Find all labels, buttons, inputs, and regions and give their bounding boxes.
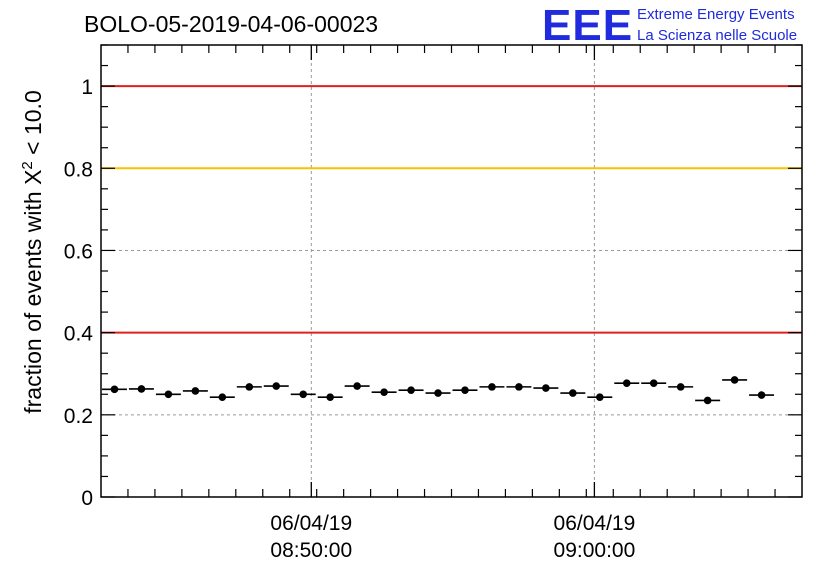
data-point bbox=[245, 383, 254, 391]
axes: 0 0.2 0.4 0.6 0.8 1 06/04/19 08:50:00 06/04/19 09… bbox=[64, 44, 803, 562]
data-point bbox=[164, 390, 173, 399]
data-point bbox=[434, 389, 442, 397]
data-point bbox=[110, 385, 119, 394]
data-point bbox=[703, 396, 712, 405]
data-point bbox=[191, 387, 200, 395]
plot-frame bbox=[100, 44, 803, 498]
data-point bbox=[353, 382, 361, 390]
grid bbox=[101, 45, 802, 497]
y-tick-label: 0.2 bbox=[64, 405, 93, 428]
x-tick-label-date: 06/04/19 bbox=[270, 512, 352, 535]
data-point bbox=[569, 389, 577, 397]
data-point bbox=[542, 384, 550, 392]
chart-title: BOLO-05-2019-04-06-00023 bbox=[84, 11, 378, 37]
y-axis-label-prefix: fraction of events with X bbox=[20, 170, 46, 414]
y-tick-label: 0.4 bbox=[64, 323, 94, 346]
x-tick-label-date: 06/04/19 bbox=[554, 512, 636, 535]
y-tick-label: 0 bbox=[81, 487, 93, 510]
data-point bbox=[272, 382, 281, 390]
data-point bbox=[407, 386, 415, 394]
reference-lines bbox=[101, 85, 802, 334]
x-tick-label-time: 08:50:00 bbox=[270, 539, 352, 562]
y-axis-label-sup: 2 bbox=[19, 161, 36, 169]
data-point bbox=[649, 379, 658, 387]
logo-line-1: Extreme Energy Events bbox=[637, 6, 795, 23]
y-tick-label: 0.6 bbox=[64, 240, 93, 263]
data-point bbox=[488, 383, 496, 391]
data-point bbox=[461, 386, 469, 394]
data-point bbox=[137, 385, 146, 393]
data-point bbox=[730, 376, 739, 384]
y-tick-label: 1 bbox=[81, 76, 93, 99]
y-axis-label: fraction of events with X2 < 10.0 bbox=[19, 90, 46, 414]
data-point bbox=[622, 379, 631, 387]
eee-logo: EEE Extreme Energy Events La Scienza nel… bbox=[542, 1, 797, 50]
data-point bbox=[299, 390, 308, 399]
data-point bbox=[380, 388, 388, 397]
data-point bbox=[676, 383, 685, 391]
data-point bbox=[595, 393, 604, 401]
data-point bbox=[326, 393, 334, 401]
x-tick-label-time: 09:00:00 bbox=[554, 539, 636, 562]
y-axis-label-suffix: < 10.0 bbox=[20, 90, 46, 161]
data-point bbox=[757, 391, 766, 399]
data-point bbox=[515, 383, 523, 391]
logo-line-2: La Scienza nelle Scuole bbox=[637, 27, 797, 44]
logo-letters: EEE bbox=[542, 1, 633, 50]
data-series bbox=[102, 376, 775, 405]
y-tick-label: 0.8 bbox=[64, 158, 93, 181]
data-point bbox=[218, 393, 227, 401]
